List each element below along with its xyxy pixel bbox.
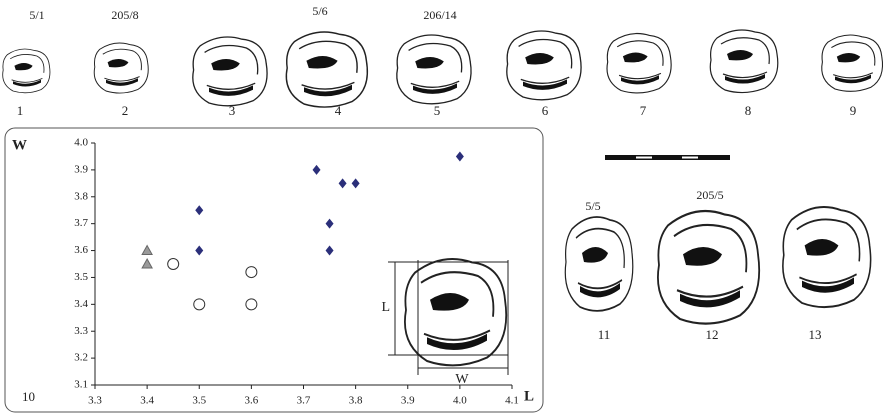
point (246, 299, 257, 310)
figure: 10 W L L W 1 5/1 2 205/8 3 4 5/6 5 206/14 6 7 8 9 11 5… (0, 0, 889, 414)
tooth-drawing (193, 37, 267, 106)
x-tick-label: 3.5 (192, 395, 206, 407)
point (195, 246, 203, 256)
y-tick-label: 4.0 (74, 137, 88, 149)
inset: L W (381, 259, 508, 387)
point (326, 219, 334, 229)
specimen-label: 205/8 (111, 8, 138, 22)
tooth-number: 5 (434, 103, 441, 118)
tooth-number: 6 (542, 103, 549, 118)
tooth-drawing (710, 30, 778, 93)
y-tick-label: 3.2 (74, 352, 88, 364)
point (326, 246, 334, 256)
y-tick-label: 3.1 (74, 379, 88, 391)
x-tick-label: 4.0 (453, 395, 467, 407)
tooth-number: 2 (122, 103, 129, 118)
point (142, 259, 152, 268)
tooth-number: 1 (17, 103, 24, 118)
tooth-number: 8 (745, 103, 752, 118)
specimen-label: 205/5 (696, 188, 723, 202)
x-tick-label: 4.1 (505, 395, 519, 407)
specimen-label: 5/6 (312, 4, 327, 18)
y-tick-label: 3.3 (74, 325, 88, 337)
x-tick-label: 3.7 (297, 395, 311, 407)
scale-bar-body (605, 155, 730, 160)
scale-bar-gap (682, 157, 698, 159)
point (339, 178, 347, 188)
specimen-label: 5/5 (585, 199, 600, 213)
y-tick-label: 3.6 (74, 244, 88, 256)
y-tick-label: 3.5 (74, 271, 88, 283)
specimen-label: 5/1 (29, 8, 44, 22)
tooth-number: 7 (640, 103, 647, 118)
point (352, 178, 360, 188)
point (142, 246, 152, 255)
y-axis-label: W (12, 137, 27, 153)
scale-bar-gap (636, 157, 652, 159)
specimen-label: 206/14 (423, 8, 456, 22)
x-axis-label: L (524, 388, 534, 404)
y-tick-label: 3.7 (74, 217, 88, 229)
tooth-drawing (507, 31, 581, 100)
tooth-number: 4 (335, 103, 342, 118)
tooth-number: 9 (850, 103, 857, 118)
x-tick-label: 3.3 (88, 395, 102, 407)
tooth-number: 12 (706, 327, 719, 342)
inset-label: L (381, 300, 390, 315)
panel-number: 10 (22, 389, 35, 404)
point (195, 205, 203, 215)
scale-bar (605, 155, 730, 160)
tooth-drawing (3, 49, 50, 93)
x-tick-label: 3.4 (140, 395, 154, 407)
tooth-drawing (822, 35, 883, 91)
tooth-number: 3 (229, 103, 236, 118)
tooth-drawing (94, 43, 148, 93)
point (456, 151, 464, 161)
point (194, 299, 205, 310)
tooth-drawing (658, 211, 759, 324)
tooth-drawing (607, 34, 671, 93)
tooth-number: 11 (598, 327, 611, 342)
tooth-drawing (565, 217, 633, 311)
point (168, 259, 179, 270)
inset-tooth (405, 259, 506, 365)
y-tick-label: 3.8 (74, 190, 88, 202)
y-tick-label: 3.9 (74, 163, 88, 175)
x-tick-label: 3.6 (245, 395, 259, 407)
x-tick-label: 3.9 (401, 395, 415, 407)
point (246, 267, 257, 278)
x-tick-label: 3.8 (349, 395, 363, 407)
tooth-drawing (397, 35, 471, 104)
point (313, 165, 321, 175)
tooth-number: 13 (809, 327, 822, 342)
tooth-drawing (286, 32, 367, 107)
y-tick-label: 3.4 (74, 298, 88, 310)
tooth-drawing (783, 207, 871, 307)
